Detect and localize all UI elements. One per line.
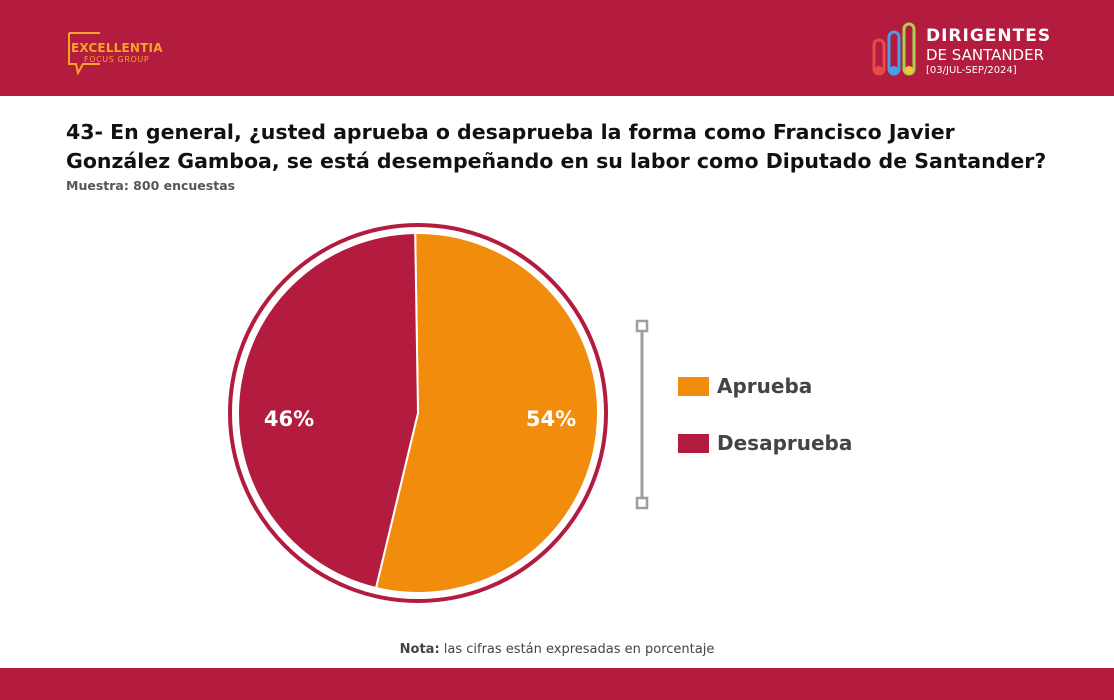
footer-band — [0, 668, 1114, 700]
logo-subtitle: DE SANTANDER — [926, 46, 1045, 64]
logo-line2: FOCUS GROUP — [84, 55, 150, 64]
question-title: 43- En general, ¿usted aprueba o desapru… — [66, 120, 1047, 173]
pie-slices — [237, 232, 599, 594]
logo-frame-icon — [68, 32, 100, 76]
sample-size: Muestra: 800 encuestas — [66, 178, 236, 193]
legend-swatch-desaprueba — [678, 434, 709, 453]
legend-bracket — [635, 319, 649, 510]
pie-labels: 54% 46% — [264, 407, 576, 431]
footnote-text: las cifras están expresadas en porcentaj… — [439, 642, 715, 657]
footnote-label: Nota: — [399, 642, 440, 657]
footnote: Nota: las cifras están expresadas en por… — [0, 642, 1114, 657]
dirigentes-logo: DIRIGENTES DE SANTANDER [03/JUL-SEP/2024… — [870, 20, 1070, 80]
logo-title: DIRIGENTES — [926, 26, 1052, 46]
logo-line1: EXCELLENTIA — [71, 41, 163, 55]
pie-label-aprueba: 54% — [526, 407, 576, 431]
logo-date: [03/JUL-SEP/2024] — [926, 65, 1017, 76]
pie-slice-aprueba — [374, 232, 599, 594]
legend-label-aprueba: Aprueba — [717, 374, 813, 398]
legend-label-desaprueba: Desaprueba — [717, 431, 853, 455]
excellentia-logo: EXCELLENTIA FOCUS GROUP — [66, 30, 166, 76]
pie-slice-desaprueba — [237, 232, 420, 590]
bars-logo-icon — [872, 22, 916, 76]
header-band — [0, 0, 1114, 96]
pie-outer-ring — [228, 223, 608, 603]
pie-label-desaprueba: 46% — [264, 407, 314, 431]
legend-swatch-aprueba — [678, 377, 709, 396]
